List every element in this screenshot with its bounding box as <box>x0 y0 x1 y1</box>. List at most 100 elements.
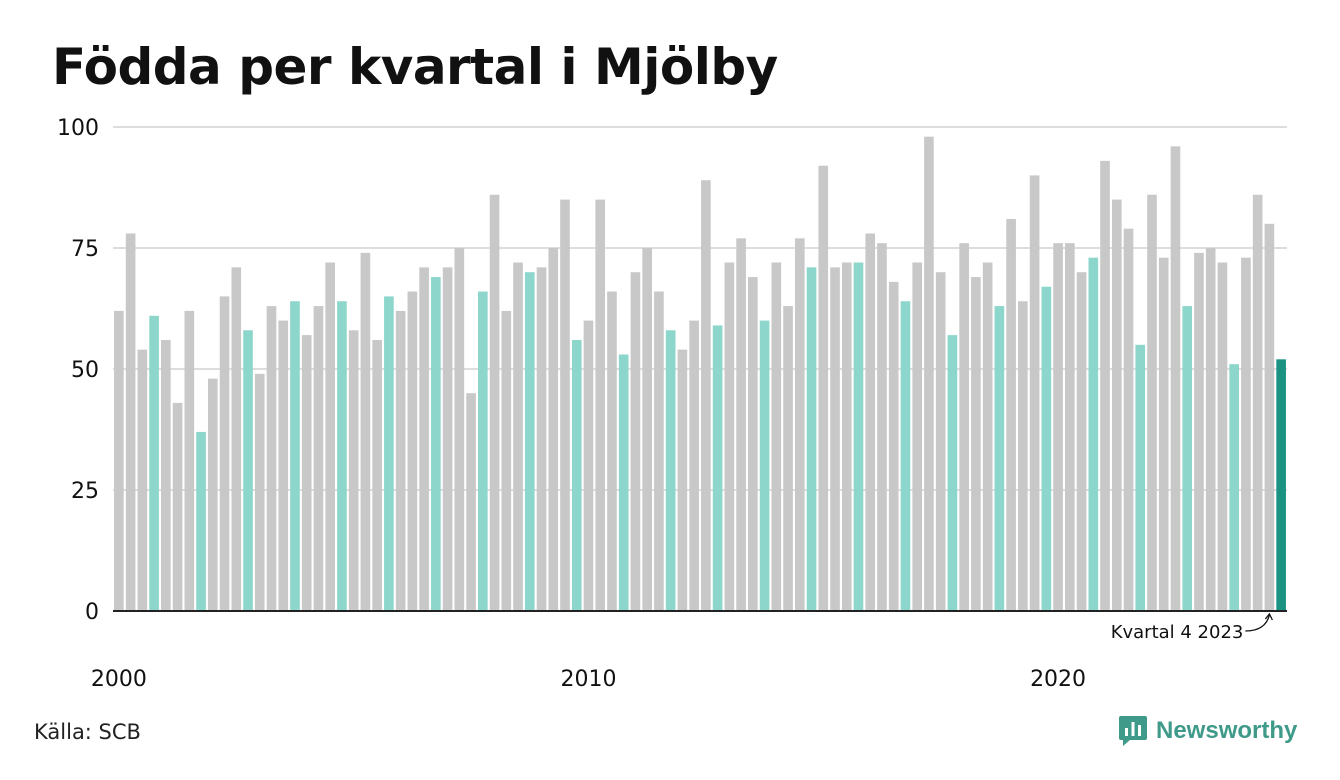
bar <box>278 320 289 611</box>
bar <box>184 310 195 611</box>
bar <box>231 267 242 611</box>
bar <box>301 335 312 611</box>
bar <box>959 243 969 611</box>
bar <box>689 320 699 611</box>
bar <box>1205 248 1216 611</box>
bar <box>137 349 148 611</box>
bar <box>1229 364 1239 611</box>
bar <box>618 354 629 611</box>
bar <box>360 252 371 611</box>
bar <box>219 296 230 611</box>
bar <box>1076 272 1087 611</box>
bar <box>1147 194 1157 611</box>
bar <box>583 320 594 611</box>
bar <box>548 248 559 611</box>
bar <box>1276 359 1286 611</box>
bar <box>1029 175 1040 611</box>
bar <box>571 339 582 611</box>
bar <box>254 373 265 611</box>
bar <box>513 262 523 611</box>
annotation-label: Kvartal 4 2023 <box>1111 622 1244 643</box>
bar <box>337 301 347 611</box>
bar <box>1041 286 1052 611</box>
bar <box>1182 306 1193 611</box>
bar <box>114 310 124 611</box>
bar <box>724 262 735 611</box>
bar <box>196 431 206 611</box>
annotation-arrowhead <box>1264 612 1273 621</box>
bar <box>407 291 418 611</box>
bar <box>419 267 429 611</box>
bar <box>642 248 652 611</box>
bar <box>877 243 887 611</box>
bar <box>489 194 500 611</box>
bar <box>313 306 324 611</box>
bar <box>1100 160 1110 611</box>
bar <box>912 262 923 611</box>
bar <box>771 262 782 611</box>
source-label: Källa: SCB <box>34 720 141 744</box>
bar <box>1111 199 1122 611</box>
bar <box>290 301 300 611</box>
bar <box>454 248 465 611</box>
bar <box>172 402 183 611</box>
y-tick-label: 50 <box>71 358 99 383</box>
bar <box>947 335 958 611</box>
bar <box>935 272 946 611</box>
bar <box>161 339 171 611</box>
bar <box>478 291 488 611</box>
brand-name: Newsworthy <box>1156 717 1298 744</box>
x-tick-label: 2000 <box>91 667 147 692</box>
bar <box>266 306 277 611</box>
bar <box>1123 228 1134 611</box>
bar <box>736 238 746 611</box>
bar <box>325 262 336 611</box>
bar <box>630 272 641 611</box>
bar <box>501 310 512 611</box>
bar <box>748 277 758 611</box>
bar <box>783 306 793 611</box>
x-tick-label: 2020 <box>1030 667 1086 692</box>
bar <box>865 233 876 612</box>
bar <box>442 267 453 611</box>
bar <box>466 393 476 611</box>
bar <box>348 330 359 611</box>
newsworthy-logo-icon <box>1119 716 1147 746</box>
bar <box>1006 218 1016 611</box>
annotation: Kvartal 4 2023 <box>1111 612 1273 643</box>
bar <box>1170 146 1181 612</box>
bar <box>243 330 253 611</box>
bar <box>701 180 711 612</box>
x-axis-labels: 2000 2010 2020 <box>91 667 1086 692</box>
bar <box>595 199 606 611</box>
bar <box>900 301 911 611</box>
grid-lines <box>113 126 1287 491</box>
bar <box>149 315 159 611</box>
bar <box>125 233 136 612</box>
bar <box>1088 257 1099 611</box>
bar <box>712 325 723 611</box>
y-tick-label: 0 <box>85 600 99 625</box>
bar <box>818 165 829 611</box>
bar <box>665 330 676 611</box>
bar <box>395 310 406 611</box>
bar <box>841 262 852 611</box>
annotation-arrow <box>1245 614 1271 632</box>
bars <box>114 136 1286 612</box>
bar <box>1053 243 1063 611</box>
bar <box>560 199 570 611</box>
bar <box>888 281 899 611</box>
bar <box>372 339 382 611</box>
bar <box>994 306 1005 611</box>
bar <box>971 277 981 611</box>
bar <box>1217 262 1228 611</box>
bar <box>431 277 441 611</box>
bar <box>654 291 664 611</box>
bar <box>607 291 617 611</box>
bar <box>1241 257 1251 611</box>
bar <box>524 272 535 611</box>
y-tick-label: 75 <box>71 237 99 262</box>
bar <box>536 267 547 611</box>
bar <box>1264 223 1275 612</box>
